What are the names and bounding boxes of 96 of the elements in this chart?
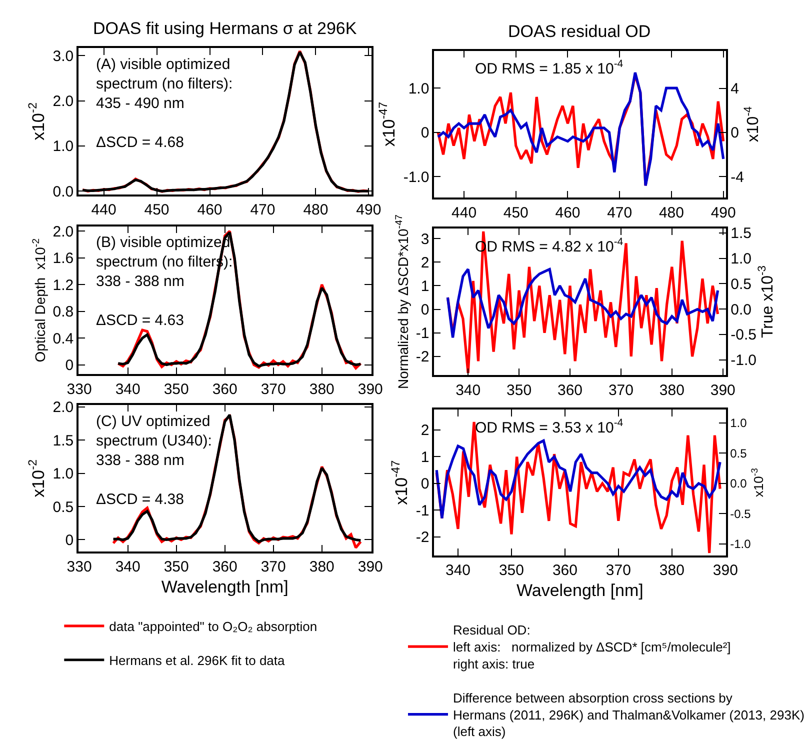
y-tick-label: 1	[420, 448, 430, 466]
y2-tick-label: 0.5	[730, 276, 752, 293]
x-tick-label: 370	[260, 558, 286, 576]
x-tick-label: 370	[608, 382, 634, 399]
x-tick-label: 350	[498, 562, 524, 580]
y-tick-label: 0	[420, 302, 430, 319]
y-tick-label: 1.6	[52, 250, 74, 268]
y-tick-label: 0.4	[52, 330, 74, 348]
chart-title: DOAS residual OD	[508, 22, 651, 41]
x-axis-title: Wavelength [nm]	[161, 577, 288, 596]
y2-tick-label: 0.5	[730, 446, 748, 460]
y-tick-label: 1.0	[52, 466, 74, 483]
y-tick-label: 0	[420, 124, 430, 142]
x-tick-label: 340	[456, 382, 481, 399]
x-tick-label: 380	[659, 562, 684, 580]
y2-tick-label: 1.0	[730, 416, 748, 430]
y2-tick-label: 0.0	[730, 476, 748, 491]
x-tick-label: 480	[658, 204, 684, 222]
y-tick-label: -2	[416, 529, 430, 546]
y-tick-label: -1	[416, 325, 430, 342]
x-tick-label: 380	[309, 558, 334, 576]
y-tick-label: 2	[420, 422, 430, 440]
y-tick-label: 2.0	[52, 399, 74, 416]
y2-tick-label: -1.0	[730, 352, 757, 370]
x-tick-label: 340	[445, 562, 471, 580]
x-tick-label: 360	[552, 562, 578, 580]
x-tick-label: 470	[250, 201, 276, 218]
x-tick-label: 380	[309, 380, 334, 398]
y2-tick-label: 4	[730, 80, 740, 98]
x-tick-label: 480	[303, 201, 328, 218]
x-tick-label: 470	[607, 204, 632, 222]
y-tick-label: -1.0	[403, 168, 430, 186]
y-tick-label: -2	[416, 348, 430, 366]
y-tick-label: 2.0	[52, 223, 74, 240]
x-tick-label: 490	[710, 204, 736, 222]
x-tick-label: 390	[710, 382, 736, 399]
x-tick-label: 450	[503, 204, 528, 222]
y2-tick-label: 1.5	[730, 225, 752, 242]
x-axis-title: Wavelength [nm]	[516, 581, 644, 600]
y2-tick-label: -1.0	[730, 537, 752, 552]
y-tick-label: 1.0	[52, 138, 74, 156]
line-series	[446, 230, 720, 374]
y-tick-label: 0.8	[52, 304, 74, 321]
x-tick-label: 450	[144, 201, 170, 218]
x-tick-label: 340	[115, 558, 140, 576]
x-tick-label: 460	[197, 201, 222, 218]
x-tick-label: 330	[66, 380, 92, 398]
y-tick-label: 0	[420, 476, 430, 493]
chart-title: DOAS fit using Hermans σ at 296K	[93, 19, 358, 38]
y-tick-label: 1	[420, 278, 430, 295]
y2-tick-label: 0.0	[730, 301, 752, 318]
x-tick-label: 390	[358, 380, 383, 398]
y-tick-label: 2	[420, 254, 430, 272]
annotation: OD RMS = 3.53 x 10$^{-4}$	[475, 417, 624, 436]
legend-label: Hermans et al. 296K fit to data	[109, 652, 286, 668]
y-tick-label: 3	[420, 230, 430, 248]
x-tick-label: 350	[164, 380, 189, 398]
x-tick-label: 370	[606, 562, 631, 580]
x-tick-label: 340	[115, 380, 140, 398]
x-tick-label: 440	[91, 201, 116, 218]
x-tick-label: 390	[358, 558, 383, 576]
x-tick-label: 360	[212, 380, 238, 398]
y2-tick-label: -0.5	[730, 506, 752, 521]
line-series	[446, 268, 720, 339]
x-tick-label: 370	[260, 380, 286, 398]
y2-tick-label: -0.5	[730, 326, 757, 344]
y-tick-label: 3.0	[52, 48, 74, 65]
y-tick-label: 1.0	[408, 80, 430, 98]
text: (C) UV optimized spectrum (U340): 338 - 388 nm ΔSCD = 4.38	[96, 413, 212, 508]
y2-tick-label: 0	[730, 124, 740, 142]
y-tick-label: 0	[65, 532, 74, 549]
annotation: OD RMS = 1.85 x 10$^{-4}$	[475, 58, 624, 78]
y-tick-label: 0.0	[52, 183, 74, 200]
legend-label: Difference between absorption cross sections by Hermans (2011, 296K) and Thalman&Volkamer (2013, 293K) (left axis)	[453, 690, 804, 740]
x-tick-label: 350	[506, 382, 532, 399]
y-tick-label: 0.5	[52, 498, 74, 516]
x-tick-label: 390	[712, 562, 738, 580]
y2-tick-label: -4	[730, 168, 744, 186]
y-tick-label: 1.5	[52, 432, 74, 450]
x-tick-label: 460	[555, 204, 580, 222]
text: (A) visible optimized spectrum (no filters): 435 - 490 nm ΔSCD = 4.68	[96, 56, 233, 151]
x-tick-label: 330	[66, 558, 92, 576]
y-tick-label: 0	[65, 357, 74, 374]
y-tick-label: 2.0	[52, 93, 74, 110]
y-tick-label: 1.2	[52, 276, 74, 294]
x-tick-label: 380	[659, 382, 684, 399]
x-tick-label: 440	[452, 204, 477, 222]
x-tick-label: 360	[557, 382, 583, 399]
x-tick-label: 360	[212, 558, 238, 576]
x-tick-label: 490	[356, 201, 382, 218]
line-series	[435, 439, 722, 520]
y2-tick-label: 1.0	[730, 250, 752, 268]
legend-label: data "appointed" to O₂O₂ absorption	[109, 619, 318, 634]
legend-label: Residual OD: left axis: normalized by ΔSCD* [cm⁵/molecule²] right axis: true	[453, 622, 731, 672]
x-tick-label: 350	[164, 558, 189, 576]
y-tick-label: -1	[416, 502, 430, 520]
